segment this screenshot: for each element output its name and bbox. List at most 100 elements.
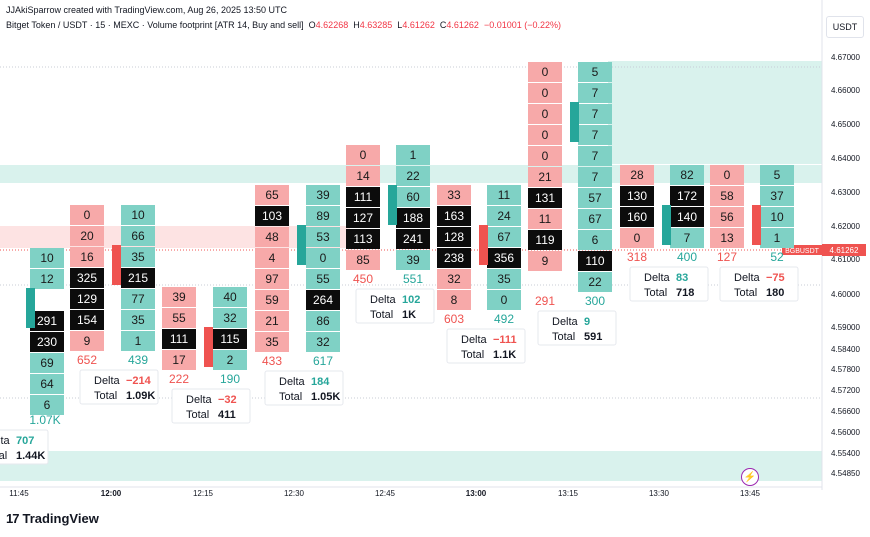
sell-volume-cell: 55 [172, 311, 186, 325]
sell-volume-cell: 35 [265, 335, 279, 349]
sell-volume-cell-bg [620, 228, 654, 248]
sell-volume-cell-bg [437, 290, 471, 310]
x-tick-label: 12:45 [375, 489, 396, 498]
delta-label: Delta [0, 435, 11, 447]
candle-body [662, 205, 671, 245]
delta-value: −75 [766, 272, 785, 284]
sell-volume-cell: 97 [265, 272, 279, 286]
sell-volume-cell-bg [255, 185, 289, 205]
total-label: Total [186, 409, 209, 421]
total-label: Total [644, 287, 667, 299]
lightning-icon[interactable]: ⚡ [741, 468, 759, 486]
buy-volume-cell-bg [487, 227, 521, 247]
y-tick-label: 4.62000 [831, 222, 860, 231]
sell-volume-cell-bg [528, 125, 562, 145]
delta-label: Delta [461, 334, 488, 346]
sell-volume-cell-bg [346, 250, 380, 270]
buy-volume-cell: 77 [131, 292, 145, 306]
candle-body [26, 288, 35, 328]
sell-volume-total: 433 [262, 354, 282, 368]
delta-value: −111 [493, 334, 517, 346]
high-value: 4.63285 [359, 20, 393, 30]
buy-volume-cell-bg [30, 248, 64, 268]
sell-volume-cell: 111 [354, 190, 373, 204]
delta-box [171, 388, 251, 424]
buy-volume-cell-bg [396, 166, 430, 186]
x-tick-label: 13:00 [466, 489, 487, 498]
buy-volume-cell-bg [396, 145, 430, 165]
sell-volume-cell: 238 [444, 251, 464, 265]
buy-volume-cell-bg [578, 146, 612, 166]
sell-volume-cell: 103 [262, 209, 282, 223]
buy-volume-cell: 55 [316, 272, 330, 286]
sell-volume-cell: 154 [77, 313, 97, 327]
tradingview-logo: 17 TradingView [6, 511, 99, 526]
sell-volume-cell: 32 [447, 272, 461, 286]
currency-button[interactable]: USDT [826, 16, 864, 38]
buy-volume-cell-bg [306, 206, 340, 226]
sell-volume-cell: 0 [724, 168, 731, 182]
x-tick-label: 13:45 [740, 489, 761, 498]
buy-volume-cell-bg [670, 186, 704, 206]
sell-volume-cell: 59 [265, 293, 279, 307]
sell-volume-cell-bg [255, 248, 289, 268]
buy-volume-cell-bg [30, 353, 64, 373]
sell-volume-cell: 111 [170, 332, 189, 346]
delta-box [355, 288, 435, 324]
price-tag-symbol-bg [782, 245, 822, 255]
sell-volume-cell-bg [437, 269, 471, 289]
buy-volume-cell-bg [121, 247, 155, 267]
buy-volume-cell: 7 [684, 231, 691, 245]
sell-volume-cell-bg [528, 209, 562, 229]
buy-volume-cell: 69 [40, 356, 54, 370]
delta-value: 83 [676, 272, 688, 284]
buy-volume-cell-bg [760, 207, 794, 227]
sell-volume-cell-bg [710, 186, 744, 206]
low-value: 4.61262 [402, 20, 435, 30]
buy-volume-cell: 5 [774, 168, 781, 182]
sell-volume-cell: 17 [172, 353, 186, 367]
buy-volume-cell-bg [213, 308, 247, 328]
low-label: L [397, 20, 403, 30]
symbol-title[interactable]: Bitget Token / USDT · 15 · MEXC · Volume… [6, 20, 304, 30]
buy-volume-cell: 188 [403, 211, 423, 225]
buy-volume-cell: 89 [316, 209, 330, 223]
delta-label: Delta [94, 375, 121, 387]
sell-volume-cell-bg [710, 228, 744, 248]
delta-label: Delta [552, 316, 579, 328]
sell-volume-cell-bg [255, 311, 289, 331]
total-value: 1.44K [16, 450, 45, 462]
sell-volume-cell: 21 [538, 170, 552, 184]
candle-body [388, 185, 397, 225]
buy-volume-cell: 10 [40, 251, 54, 265]
buy-volume-cell: 67 [497, 230, 511, 244]
buy-volume-cell-bg [578, 167, 612, 187]
sell-volume-cell: 0 [542, 107, 549, 121]
delta-box [264, 370, 344, 406]
buy-volume-cell-bg [396, 229, 430, 249]
sell-volume-cell-bg [528, 251, 562, 271]
sell-volume-cell-bg [528, 188, 562, 208]
sell-volume-cell-bg [528, 62, 562, 82]
total-label: Total [734, 287, 757, 299]
buy-volume-cell-bg [578, 209, 612, 229]
buy-volume-cell-bg [121, 268, 155, 288]
delta-box [719, 266, 799, 302]
buy-volume-cell: 356 [494, 251, 514, 265]
sell-volume-cell: 16 [80, 250, 94, 264]
total-value: 1.05K [311, 391, 340, 403]
buy-volume-cell-bg [487, 206, 521, 226]
buy-volume-cell: 6 [44, 398, 51, 412]
sell-volume-cell: 129 [77, 292, 97, 306]
sell-volume-cell: 0 [542, 128, 549, 142]
buy-volume-cell: 2 [227, 353, 234, 367]
buy-volume-cell-bg [396, 187, 430, 207]
buy-volume-cell: 82 [680, 168, 694, 182]
sell-volume-cell-bg [437, 206, 471, 226]
y-tick-label: 4.57200 [831, 386, 860, 395]
sell-volume-cell-bg [346, 187, 380, 207]
delta-box [537, 310, 617, 346]
sell-volume-cell: 113 [353, 232, 372, 246]
buy-volume-cell-bg [306, 332, 340, 352]
